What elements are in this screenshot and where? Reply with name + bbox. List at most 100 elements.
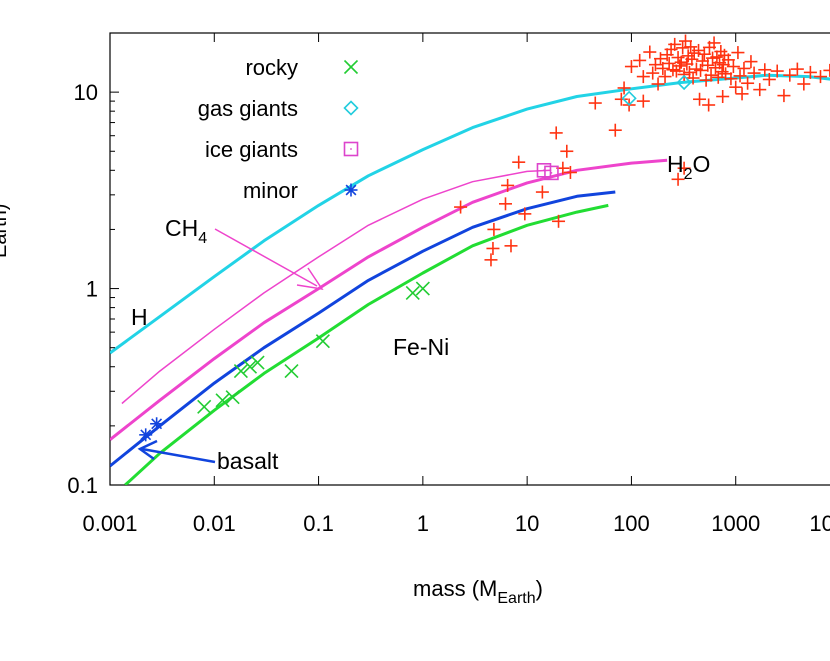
point-rocky (225, 390, 240, 405)
exoplanet-point (504, 239, 518, 253)
exoplanet-point (790, 62, 804, 76)
exoplanet-point (721, 53, 735, 67)
point-rocky (242, 359, 258, 374)
point-rocky (315, 334, 330, 349)
basalt-arrow (141, 447, 216, 464)
exoplanet-point (633, 53, 647, 67)
exoplanet-point (518, 207, 532, 221)
annotation-h2o: H2O (667, 151, 710, 183)
x-tick-label: 10 (515, 511, 539, 536)
exoplanet-point (685, 52, 699, 66)
point-rocky (405, 285, 420, 301)
legend-marker-gas-giants (343, 100, 359, 116)
exoplanet-point (803, 65, 817, 79)
exoplanet-point (704, 68, 718, 82)
legend-label-rocky: rocky (245, 55, 298, 80)
basalt-arrowhead (137, 439, 158, 461)
exoplanet-point (813, 70, 827, 84)
exoplanet-point (741, 76, 755, 90)
exoplanet-point (744, 55, 758, 69)
exoplanet-point (674, 55, 688, 69)
exoplanet-point (563, 165, 577, 179)
point-rocky (197, 399, 212, 414)
point-rocky (415, 281, 430, 296)
point-gas-giants (621, 90, 637, 106)
ch4-arrow (214, 228, 318, 287)
x-tick-label: 0.01 (193, 511, 236, 536)
exoplanet-point (560, 144, 574, 158)
exoplanet-point (735, 87, 749, 101)
exoplanet-point (653, 52, 667, 66)
exoplanet-point (701, 58, 715, 72)
exoplanet-point (535, 185, 549, 199)
annotation-fe-ni: Fe-Ni (393, 334, 449, 360)
exoplanet-point (512, 155, 526, 169)
exoplanet-point (770, 64, 784, 78)
curve-fe-ni (124, 203, 609, 485)
exoplanet-point (823, 63, 830, 77)
exoplanet-point (697, 47, 711, 61)
x-tick-label: 0.001 (82, 511, 137, 536)
point-rocky (250, 355, 265, 370)
legend-marker-rocky (343, 59, 359, 75)
legend: rocky gas giants ice giants minor (198, 55, 359, 203)
exoplanet-point (608, 123, 622, 137)
exoplanet-point (684, 40, 698, 54)
exoplanet-point (762, 72, 776, 86)
legend-marker-minor (344, 183, 358, 197)
legend-marker-ice-giants (343, 141, 359, 157)
point-minor (139, 428, 153, 442)
exoplanet-point (666, 63, 680, 77)
exoplanet-point (694, 63, 708, 77)
curve-ch4 (121, 169, 552, 405)
y-tick-label: 1 (86, 277, 98, 302)
exoplanet-point (658, 70, 672, 84)
exoplanet-point (486, 241, 500, 255)
exoplanet-point (677, 67, 691, 81)
y-axis-label: Earth) (0, 204, 11, 258)
exoplanet-point (676, 41, 690, 55)
exoplanet-point (549, 126, 563, 140)
exoplanet-point (733, 69, 747, 83)
exoplanet-point (498, 197, 512, 211)
exoplanet-point (484, 253, 498, 267)
ch4-arrowhead (296, 267, 324, 291)
plot-frame (109, 32, 830, 486)
x-tick-label: 100 (613, 511, 650, 536)
exoplanet-point (669, 64, 683, 78)
x-tick-label: 1000 (711, 511, 760, 536)
exoplanet-point (702, 98, 716, 112)
x-axis-label: mass (MEarth) (413, 576, 543, 607)
legend-label-ice-giants: ice giants (205, 137, 298, 162)
exoplanet-point (753, 83, 767, 97)
x-tick-label: 1 (417, 511, 429, 536)
exoplanet-point (614, 92, 628, 106)
point-ice-giants (544, 165, 559, 181)
exoplanet-point (783, 68, 797, 82)
exoplanet-point (707, 36, 721, 50)
exoplanet-point (726, 60, 740, 74)
exoplanet-point (677, 161, 691, 175)
curve-basalt (110, 190, 616, 468)
exoplanet-point (747, 66, 761, 80)
exoplanet-point (552, 214, 566, 228)
exoplanet-point (646, 66, 660, 80)
y-tick-label: 10 (74, 80, 98, 105)
point-gas-giants (676, 74, 692, 91)
ticks-layer: 0.001 0.01 0.1 1 10 100 1000 10000 0.1 1 10 (67, 33, 830, 536)
exoplanet-point (737, 61, 751, 75)
legend-label-gas-giants: gas giants (198, 96, 298, 121)
exoplanet-point (716, 90, 730, 104)
legend-label-minor: minor (243, 178, 298, 203)
exoplanet-point (487, 222, 501, 236)
exoplanet-point (636, 94, 650, 108)
point-minor (150, 417, 164, 431)
points-layer (139, 34, 830, 442)
exoplanet-point (777, 89, 791, 103)
exoplanet-point (624, 60, 638, 74)
exoplanet-point (729, 80, 743, 94)
exoplanet-point (693, 92, 707, 106)
curves-layer (110, 73, 830, 485)
exoplanet-point (724, 72, 738, 86)
point-rocky (215, 393, 230, 408)
